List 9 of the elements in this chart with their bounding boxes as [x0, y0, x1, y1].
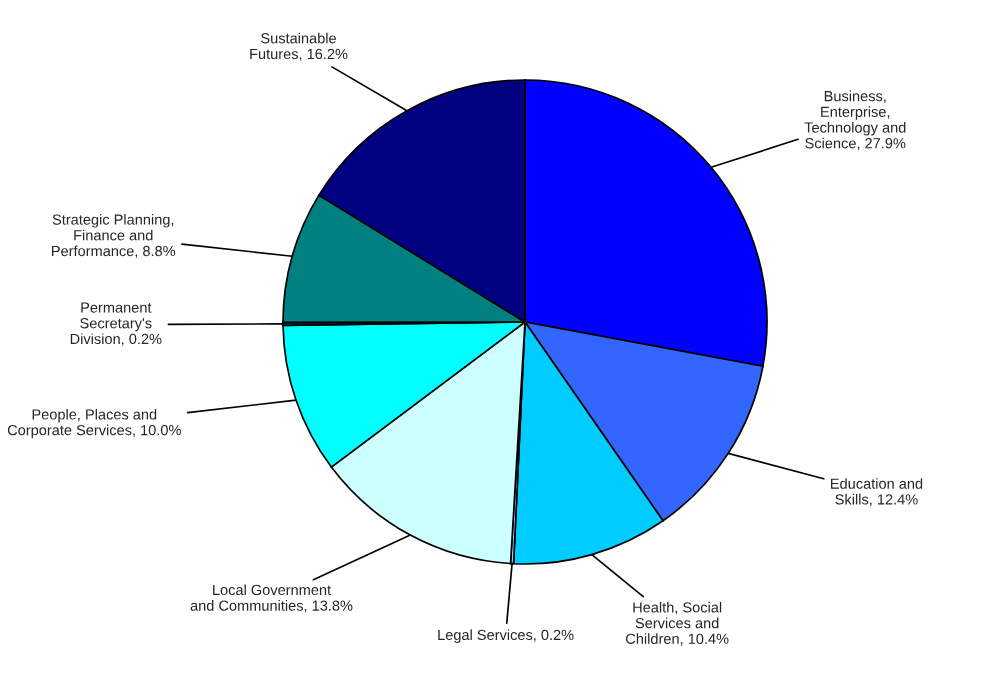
slice-label: Permanent Secretary's Division, 0.2% [70, 302, 162, 346]
slice-label: People, Places and Corporate Services, 10.0% [7, 408, 181, 439]
slice-label: Legal Services, 0.2% [438, 629, 574, 643]
slice-label: Business, Enterprise, Technology and Science, 27.9% [804, 90, 906, 151]
slice-label: Local Government and Communities, 13.8% [190, 584, 353, 613]
slice-label: Education and Skills, 12.4% [831, 478, 923, 507]
slice-label: Strategic Planning, Finance and Performance, 8.8% [52, 214, 176, 258]
slice-label: Sustainable Futures, 16.2% [250, 32, 348, 61]
slice-label: Health, Social Services and Children, 10.4% [626, 601, 729, 646]
